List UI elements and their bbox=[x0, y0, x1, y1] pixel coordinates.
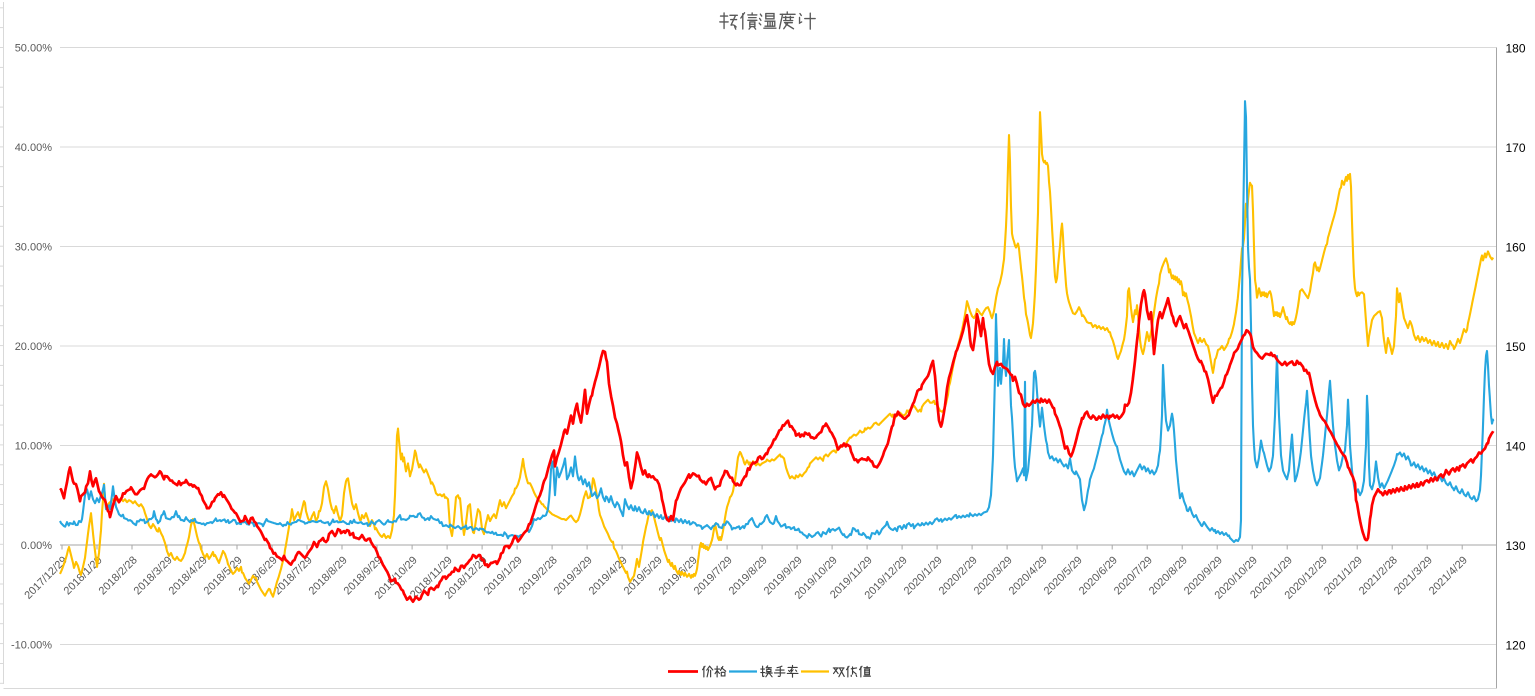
svg-text:170: 170 bbox=[1506, 141, 1526, 155]
svg-text:30.00%: 30.00% bbox=[15, 241, 53, 253]
svg-text:50.00%: 50.00% bbox=[15, 42, 53, 54]
svg-text:150: 150 bbox=[1506, 340, 1526, 354]
svg-text:130: 130 bbox=[1506, 539, 1526, 553]
svg-text:160: 160 bbox=[1506, 241, 1526, 255]
svg-text:-10.00%: -10.00% bbox=[11, 639, 52, 651]
svg-text:180: 180 bbox=[1506, 42, 1526, 56]
svg-text:20.00%: 20.00% bbox=[15, 341, 53, 353]
svg-text:140: 140 bbox=[1506, 440, 1526, 454]
svg-text:10.00%: 10.00% bbox=[15, 440, 53, 452]
svg-text:0.00%: 0.00% bbox=[21, 540, 52, 552]
svg-text:40.00%: 40.00% bbox=[15, 142, 53, 154]
svg-text:120: 120 bbox=[1506, 639, 1526, 653]
